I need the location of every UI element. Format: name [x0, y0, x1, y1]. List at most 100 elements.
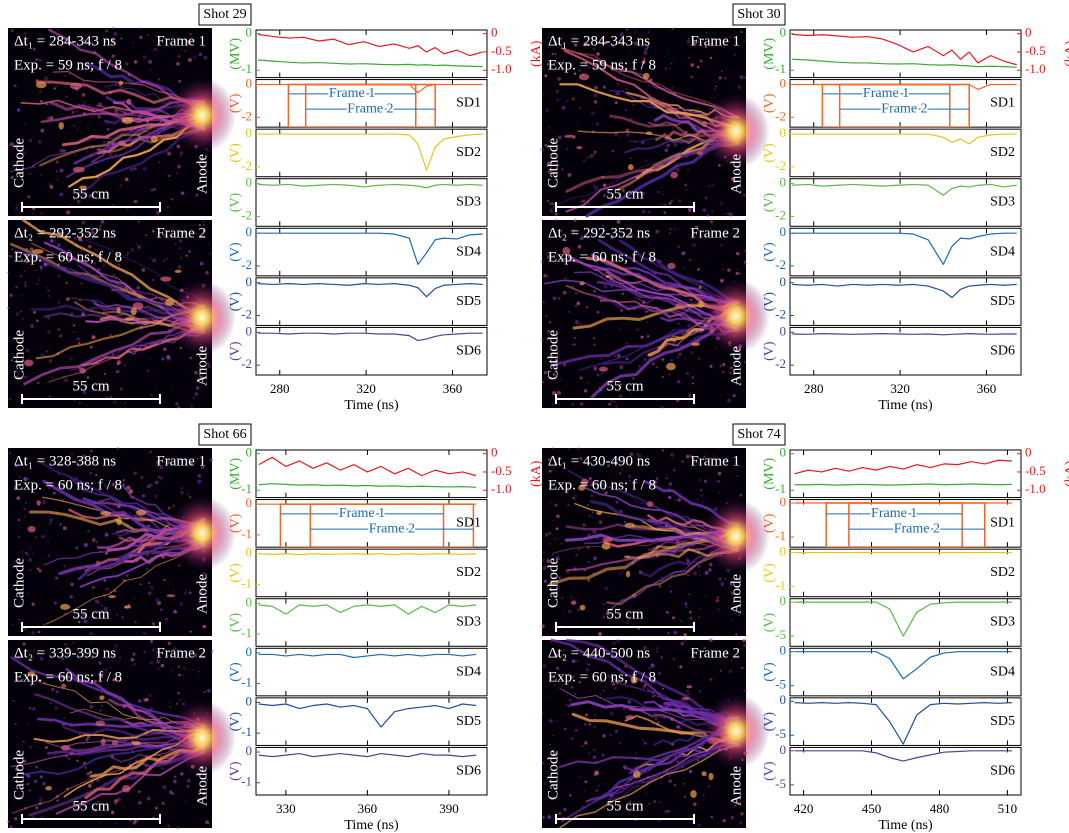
subplot-frame	[255, 227, 488, 277]
plasma-speck	[196, 457, 199, 460]
plasma-speck	[208, 822, 210, 824]
plasma-speck	[36, 652, 39, 655]
plasma-speck	[160, 663, 165, 668]
x-tick-label: 450	[862, 801, 882, 816]
plasma-speck	[172, 504, 176, 508]
x-axis-label: Time (ns)	[878, 398, 933, 413]
plasma-speck	[132, 820, 137, 825]
y-tick-label: 0	[780, 643, 787, 658]
plasma-speck	[22, 642, 26, 646]
plasma-speck	[576, 123, 579, 126]
trace	[792, 83, 1017, 91]
plasma-speck	[38, 58, 42, 62]
frame-exposure: Exp. = 60 ns; f / 8	[14, 249, 122, 265]
plasma-speck	[616, 219, 621, 224]
plasma-speck	[41, 534, 45, 539]
plasma-speck	[148, 585, 151, 588]
plasma-speck	[700, 562, 703, 565]
channel-label: SD1	[990, 96, 1015, 111]
plasma-speck	[547, 330, 551, 333]
plasma-speck	[59, 334, 63, 338]
plasma-speck	[108, 667, 112, 670]
plasma-speck	[27, 554, 30, 556]
plasma-speck	[146, 568, 148, 571]
plasma-speck	[593, 366, 598, 371]
plasma-speck	[667, 809, 671, 813]
plasma-speck	[9, 452, 12, 455]
plasma-speck	[625, 109, 627, 111]
plasma-speck	[615, 500, 619, 504]
plasma-speck	[549, 501, 552, 504]
plasma-speck	[619, 472, 622, 475]
scale-label: 55 cm	[72, 798, 109, 814]
plasma-speck	[37, 139, 42, 144]
plasma-speck	[160, 766, 164, 770]
plasma-speck	[21, 295, 23, 297]
plasma-speck	[179, 154, 181, 157]
plasma-speck	[24, 281, 27, 284]
y-tick-label: -2	[775, 108, 786, 123]
plasma-speck	[626, 342, 629, 345]
plasma-speck	[37, 38, 40, 41]
plasma-blob	[579, 604, 586, 611]
frame-exposure: Exp. = 60 ns; f / 8	[548, 669, 656, 685]
y-tick-label: 0	[246, 323, 253, 338]
plasma-speck	[49, 702, 52, 704]
plasma-speck	[179, 602, 184, 606]
trace	[792, 232, 1017, 265]
plasma-blob	[128, 489, 133, 495]
plasma-speck	[665, 477, 668, 480]
plasma-speck	[121, 643, 124, 646]
plasma-speck	[140, 476, 144, 479]
plasma-speck	[64, 86, 67, 88]
plasma-blob	[681, 697, 690, 701]
subplot-frame	[789, 697, 1022, 746]
plasma-blob	[174, 269, 182, 273]
plasma-speck	[186, 493, 189, 496]
plasma-speck	[592, 457, 594, 459]
plasma-speck	[543, 579, 548, 584]
plasma-speck	[742, 193, 746, 197]
plasma-speck	[41, 353, 44, 356]
plasma-speck	[547, 458, 551, 461]
plasma-speck	[177, 164, 181, 169]
plasma-speck	[549, 744, 552, 746]
plasma-speck	[47, 486, 51, 490]
plasma-speck	[681, 460, 684, 463]
plasma-speck	[12, 623, 14, 626]
frame-exposure: Exp. = 60 ns; f / 8	[14, 669, 122, 685]
plasma-speck	[101, 609, 104, 613]
plasma-speck	[21, 317, 25, 321]
plasma-speck	[570, 686, 574, 689]
frame-name: Frame 2	[690, 645, 740, 661]
plasma-speck	[573, 343, 576, 346]
plasma-speck	[201, 465, 205, 469]
frame-window-label: Frame 2	[881, 101, 927, 116]
plasma-speck	[737, 85, 742, 89]
plasma-speck	[638, 364, 642, 368]
plasma-speck	[28, 138, 33, 143]
plasma-speck	[56, 243, 61, 247]
plasma-speck	[62, 66, 65, 69]
y-axis-label: (V)	[228, 612, 243, 632]
y2-tick-label: 0	[1025, 25, 1032, 40]
plasma-speck	[678, 726, 681, 729]
plasma-speck	[739, 493, 743, 497]
plasma-speck	[199, 261, 204, 266]
y-tick-label: 0	[246, 594, 253, 609]
plasma-speck	[615, 730, 618, 733]
subplot-frame	[789, 647, 1022, 697]
plasma-speck	[146, 553, 149, 557]
plasma-speck	[55, 84, 58, 87]
plasma-speck	[19, 105, 22, 108]
plasma-speck	[619, 742, 621, 744]
plasma-speck	[674, 228, 676, 230]
plasma-speck	[86, 791, 89, 794]
plasma-speck	[623, 521, 626, 524]
plasma-blob	[570, 600, 577, 605]
y-tick-label: 0	[246, 545, 253, 560]
plasma-speck	[207, 243, 210, 245]
plasma-speck	[724, 577, 728, 581]
plasma-speck	[43, 262, 47, 267]
